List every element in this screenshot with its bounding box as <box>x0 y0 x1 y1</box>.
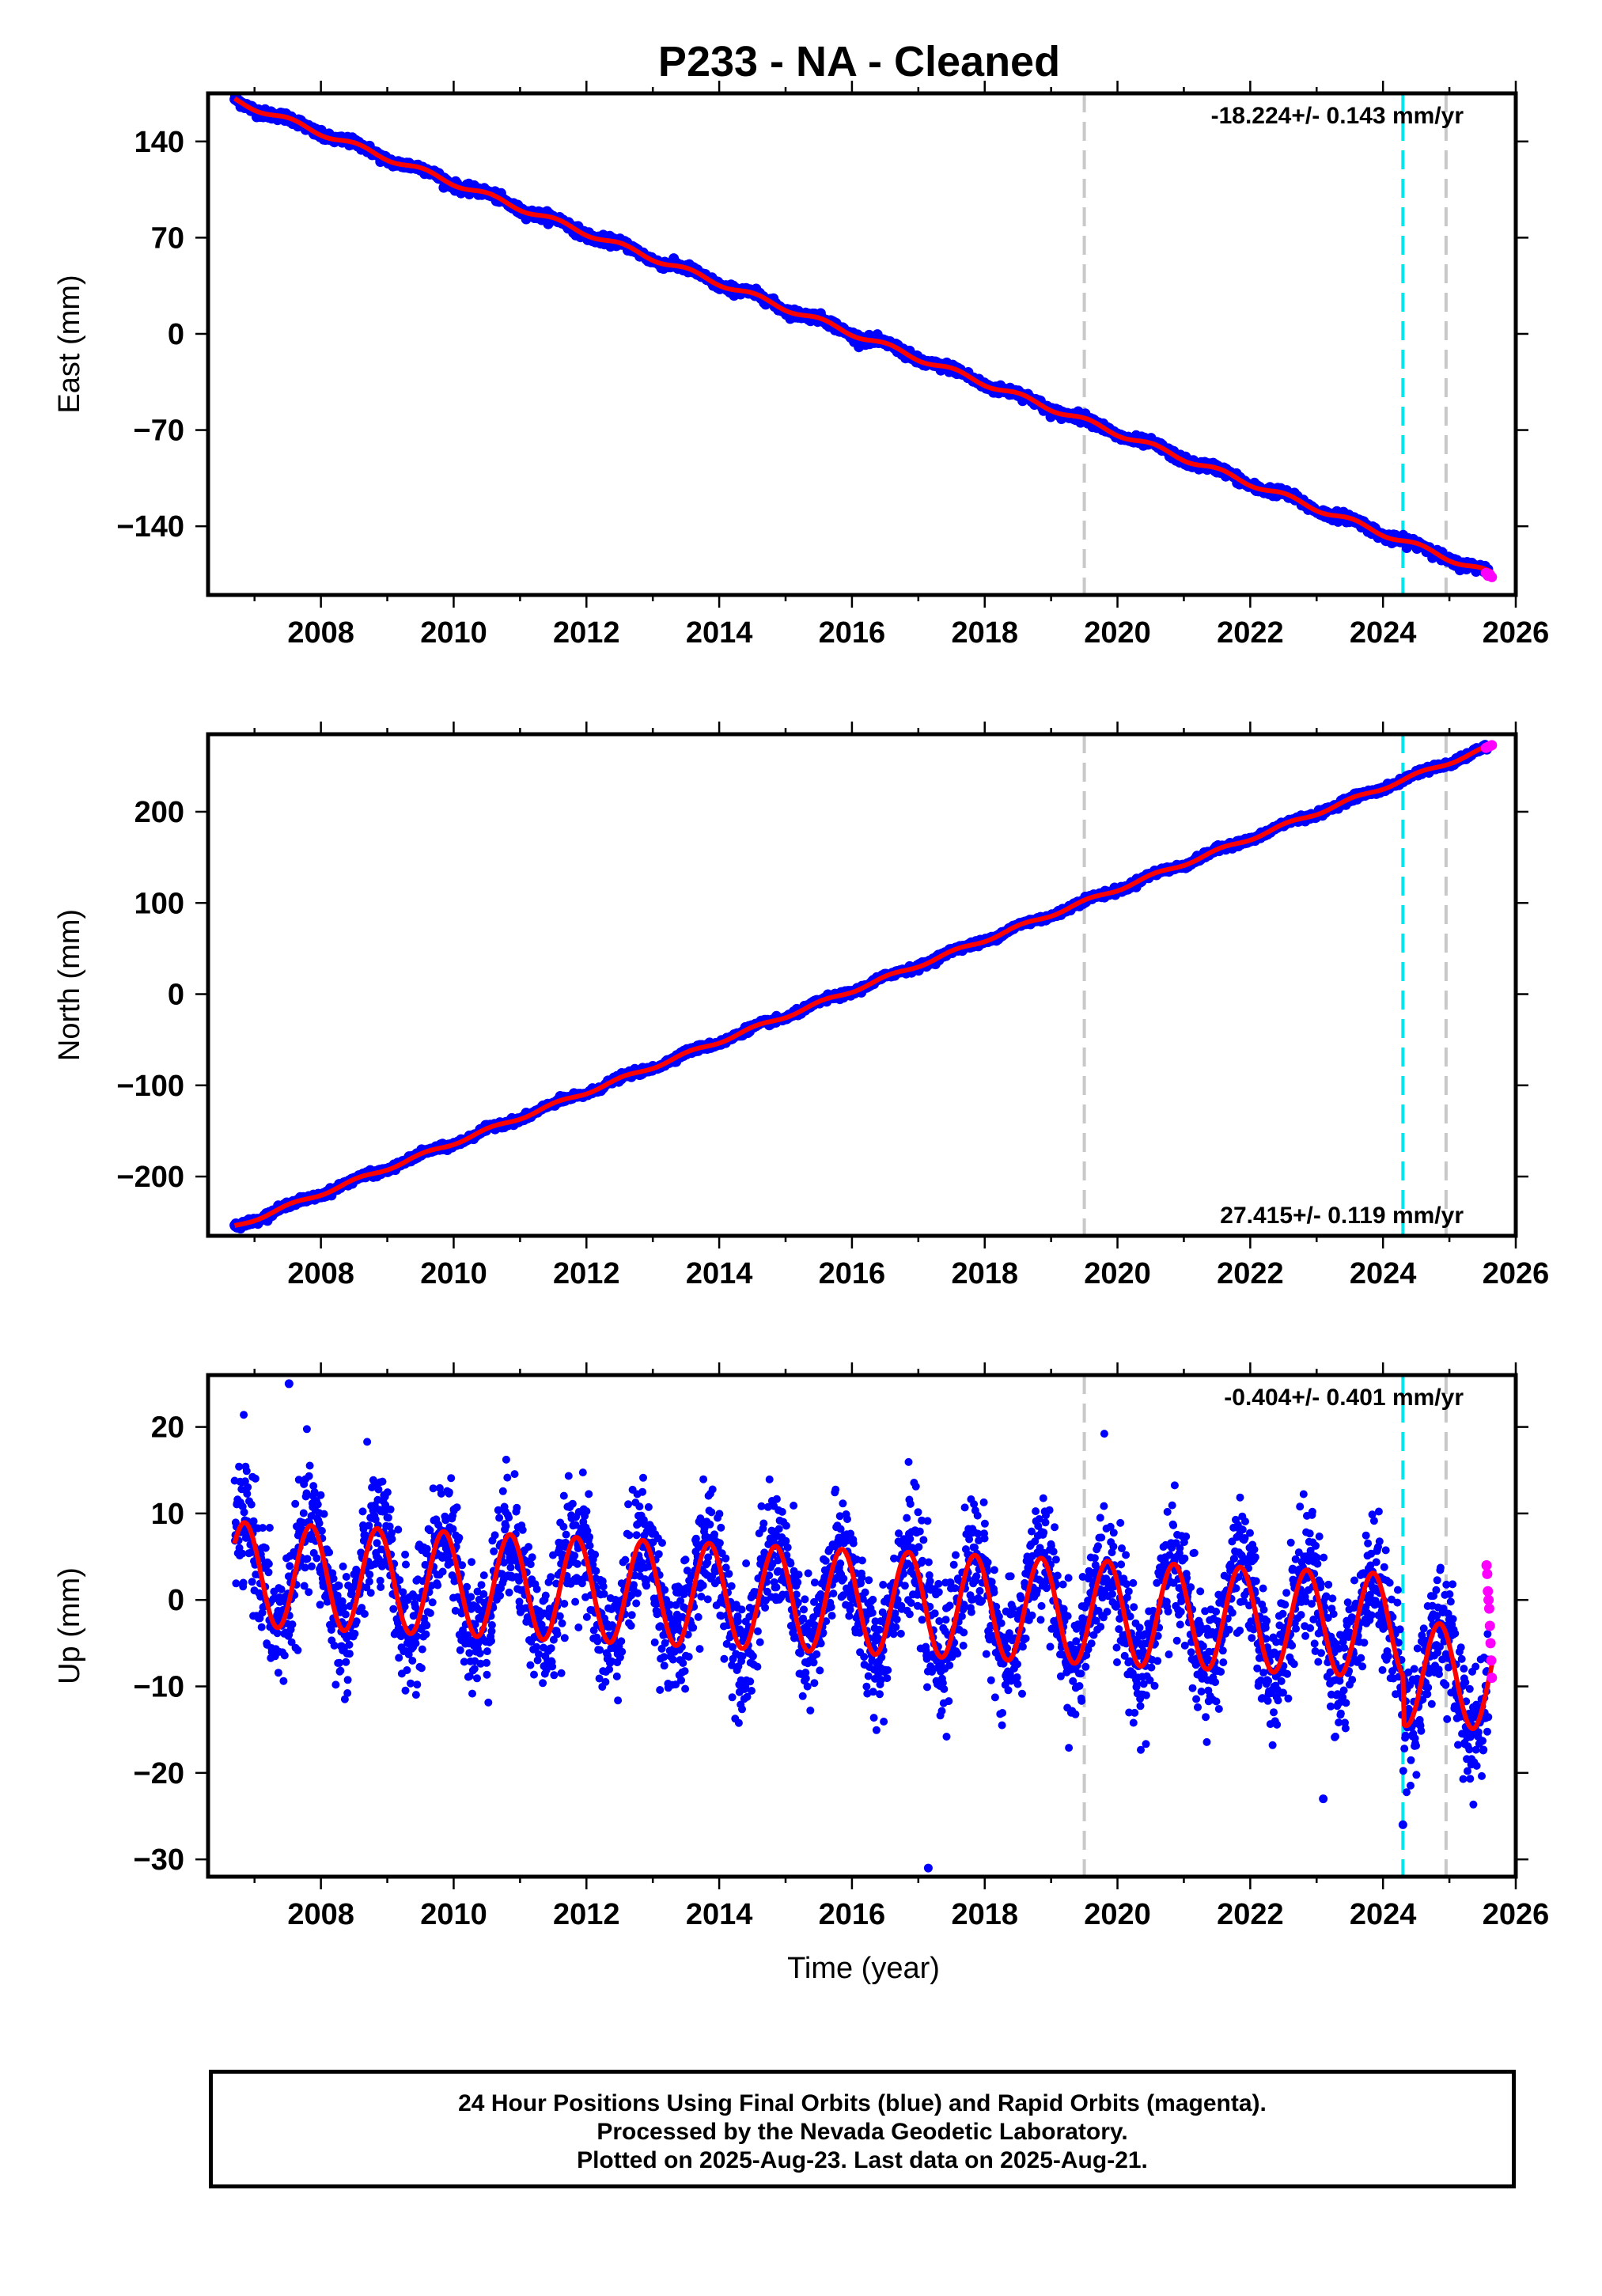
x-tick-label: 2020 <box>1084 616 1151 650</box>
model-fit-curve <box>233 742 1493 1229</box>
plot-area <box>229 93 1498 595</box>
y-tick-label: 0 <box>168 979 184 1012</box>
rapid-orbit-point <box>1483 1586 1494 1597</box>
outlier-point <box>1398 1820 1407 1829</box>
y-tick-label: −200 <box>116 1161 184 1194</box>
x-tick-label: 2010 <box>420 1898 487 1931</box>
y-tick-label: −70 <box>134 415 184 448</box>
final-orbit-points <box>230 1411 1493 1809</box>
y-tick-label: 70 <box>151 222 184 255</box>
x-tick-label: 2008 <box>287 1257 354 1290</box>
y-tick-label: 20 <box>151 1411 184 1445</box>
rapid-orbit-point <box>1481 1559 1492 1570</box>
y-tick-label: −30 <box>134 1843 184 1877</box>
x-tick-label: 2012 <box>553 1257 620 1290</box>
y-tick-label: 10 <box>151 1498 184 1531</box>
footer-line-dates: Plotted on 2025-Aug-23. Last data on 202… <box>577 2147 1148 2173</box>
velocity-rate-label: -0.404+/- 0.401 mm/yr <box>1224 1385 1464 1411</box>
x-tick-label: 2026 <box>1483 1257 1550 1290</box>
y-axis-label: Up (mm) <box>53 1567 86 1684</box>
panel-frame <box>206 91 1518 597</box>
x-tick-label: 2014 <box>686 1257 753 1290</box>
north-panel: 2008 2010 2012 2014 2016 2018 2020 2022 2024 2026… <box>53 722 1549 1290</box>
y-axis-label: North (mm) <box>53 909 86 1061</box>
footer-line-orbits: 24 Hour Positions Using Final Orbits (bl… <box>458 2090 1267 2116</box>
x-axis-label: Time (year) <box>787 1952 940 1985</box>
x-tick-label: 2018 <box>951 1898 1018 1931</box>
y-axis-label: East (mm) <box>53 275 86 413</box>
rapid-orbit-point <box>1485 1638 1496 1649</box>
y-tick-label: 0 <box>168 318 184 351</box>
figure-title: P233 - NA - Cleaned <box>658 38 1060 85</box>
x-tick-label: 2014 <box>686 1898 753 1931</box>
model-fit-curve <box>233 97 1494 574</box>
x-tick-label: 2010 <box>420 1257 487 1290</box>
x-tick-label: 2020 <box>1084 1257 1151 1290</box>
x-tick-label: 2024 <box>1350 1898 1417 1931</box>
y-tick-label: 200 <box>134 796 184 829</box>
rapid-orbit-point <box>1483 1603 1494 1614</box>
x-tick-label: 2022 <box>1217 616 1284 650</box>
x-tick-label: 2018 <box>951 1257 1018 1290</box>
x-tick-label: 2012 <box>553 616 620 650</box>
rapid-orbit-point <box>1486 1673 1498 1684</box>
processing-info-box: 24 Hour Positions Using Final Orbits (bl… <box>209 2070 1516 2188</box>
x-tick-label: 2016 <box>819 1257 886 1290</box>
y-tick-label: 140 <box>134 126 184 159</box>
velocity-rate-label: 27.415+/- 0.119 mm/yr <box>1220 1203 1464 1229</box>
x-tick-label: 2024 <box>1350 616 1417 650</box>
y-tick-label: −140 <box>116 510 184 544</box>
x-tick-label: 2026 <box>1483 1898 1550 1931</box>
x-tick-label: 2024 <box>1350 1257 1417 1290</box>
plot-area <box>230 1375 1498 1877</box>
plot-area <box>229 734 1498 1236</box>
x-tick-label: 2018 <box>951 616 1018 650</box>
rapid-orbit-point <box>1483 1594 1494 1605</box>
panel-frame <box>206 1373 1518 1879</box>
x-tick-label: 2016 <box>819 616 886 650</box>
model-fit-curve <box>232 1520 1494 1731</box>
up-panel: 2008 2010 2012 2014 2016 2018 2020 2022 2024 2026… <box>53 1362 1549 1985</box>
y-tick-label: −10 <box>134 1671 184 1704</box>
rapid-orbit-point <box>1486 740 1498 751</box>
rapid-orbit-point <box>1486 571 1498 582</box>
x-tick-label: 2012 <box>553 1898 620 1931</box>
y-tick-label: 100 <box>134 887 184 920</box>
x-tick-label: 2014 <box>686 616 753 650</box>
panel-frame <box>206 732 1518 1238</box>
rapid-orbit-point <box>1482 1568 1493 1579</box>
x-tick-label: 2008 <box>287 616 354 650</box>
outlier-point <box>923 1863 933 1873</box>
x-tick-label: 2010 <box>420 616 487 650</box>
x-tick-label: 2016 <box>819 1898 886 1931</box>
velocity-rate-label: -18.224+/- 0.143 mm/yr <box>1211 103 1464 129</box>
x-tick-label: 2022 <box>1217 1898 1284 1931</box>
outlier-point <box>284 1379 294 1389</box>
x-tick-label: 2022 <box>1217 1257 1284 1290</box>
x-tick-label: 2008 <box>287 1898 354 1931</box>
rapid-orbit-point <box>1484 1620 1495 1631</box>
x-tick-label: 2020 <box>1084 1898 1151 1931</box>
outlier-point <box>1319 1794 1328 1804</box>
y-tick-label: −20 <box>134 1757 184 1790</box>
rapid-orbit-point <box>1486 1655 1497 1666</box>
y-tick-label: −100 <box>116 1070 184 1103</box>
east-panel: 2008 2010 2012 2014 2016 2018 2020 2022 2024 2026… <box>53 81 1549 650</box>
footer-line-processor: Processed by the Nevada Geodetic Laborat… <box>596 2119 1128 2145</box>
y-tick-label: 0 <box>168 1584 184 1617</box>
x-tick-label: 2026 <box>1483 616 1550 650</box>
